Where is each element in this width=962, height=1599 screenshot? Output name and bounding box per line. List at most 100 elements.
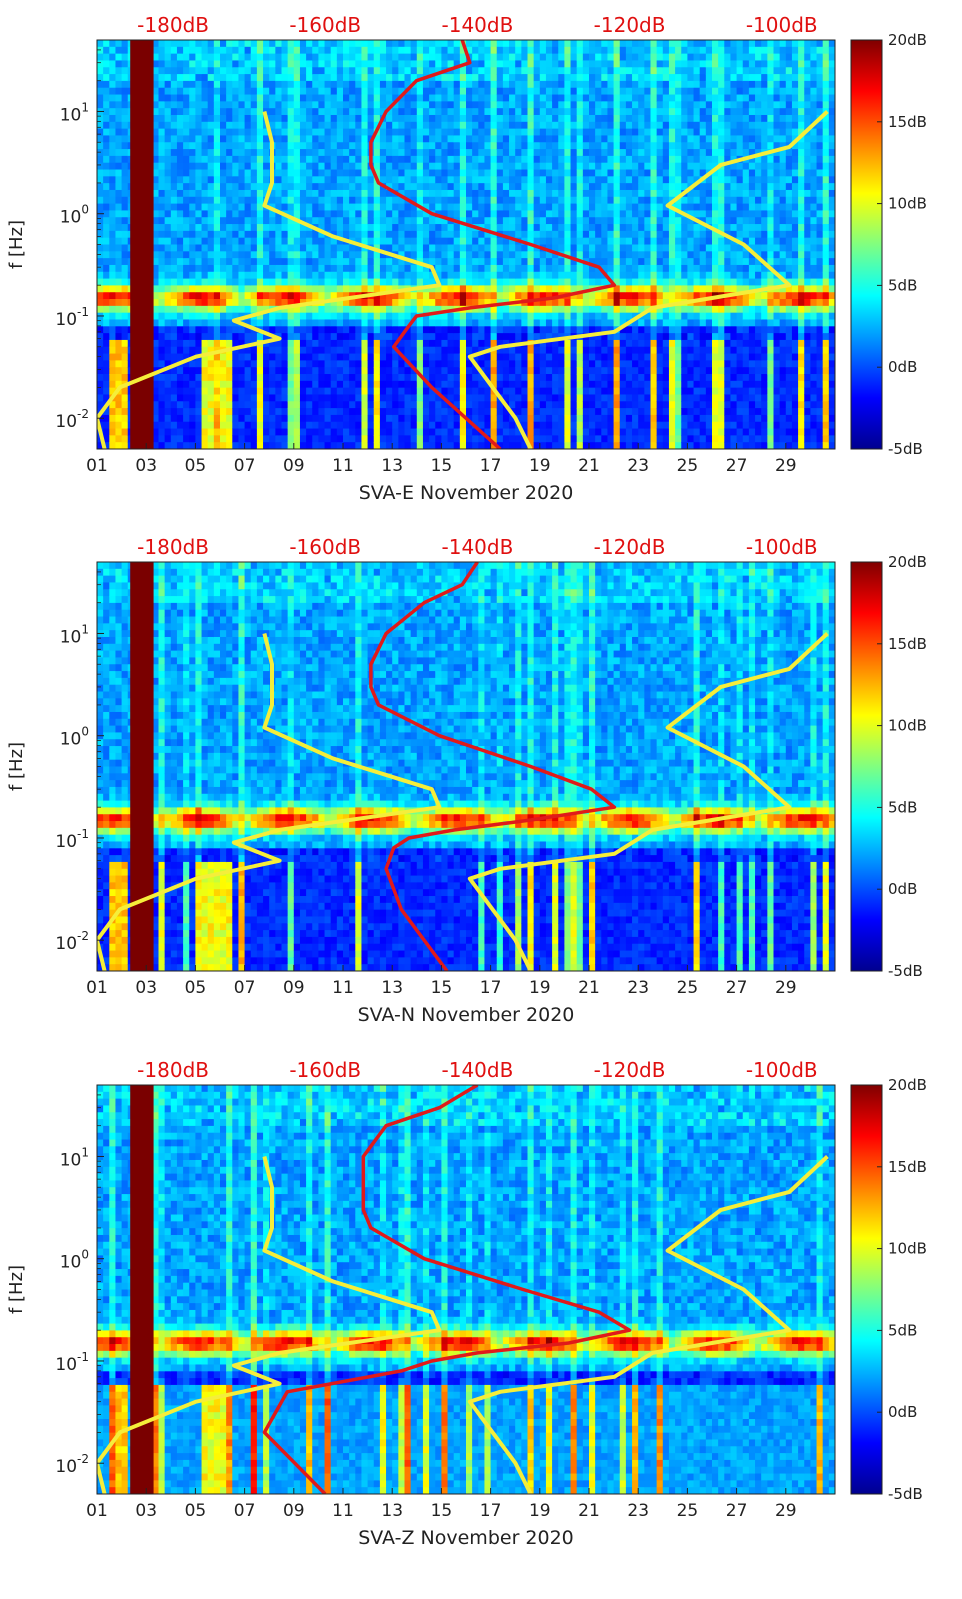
svan-x-tick-label: 11 xyxy=(332,978,354,998)
svae-x-tick-label: 21 xyxy=(578,456,600,476)
svan-top-db-label: -180dB xyxy=(137,535,209,559)
svae-x-tick-label: 01 xyxy=(86,456,108,476)
svae-yellow-curve-nhnm xyxy=(467,110,829,449)
svae-colorbar-label: 5dB xyxy=(888,276,917,294)
svae-colorbar-label: 15dB xyxy=(888,113,927,131)
svan-x-tick-label: 15 xyxy=(431,978,453,998)
svae-top-db-label: -160dB xyxy=(289,13,361,37)
svaz-x-tick-label: 15 xyxy=(431,1501,453,1521)
svaz-x-tick-label: 19 xyxy=(529,1501,551,1521)
svaz-x-tick-label: 23 xyxy=(627,1501,649,1521)
svan-x-tick-label: 21 xyxy=(578,978,600,998)
svan-x-tick-label: 13 xyxy=(381,978,403,998)
svaz-x-tick-label: 25 xyxy=(677,1501,699,1521)
svan-x-tick-label: 03 xyxy=(135,978,157,998)
svan-colorbar-label: 0dB xyxy=(888,880,917,898)
svaz-x-tick-label: 21 xyxy=(578,1501,600,1521)
svae-y-tick-label: 10-2 xyxy=(55,407,89,432)
svae-x-tick-label: 05 xyxy=(185,456,207,476)
svae-curves xyxy=(97,40,829,449)
svaz-colorbar-label: -5dB xyxy=(888,1485,923,1503)
svaz-y-tick-label: 10-2 xyxy=(55,1452,89,1477)
svan-y-axis-label: f [Hz] xyxy=(6,742,27,791)
svaz-x-tick-label: 03 xyxy=(135,1501,157,1521)
svan-top-db-label: -160dB xyxy=(289,535,361,559)
svaz-top-db-label: -180dB xyxy=(137,1058,209,1082)
svae-x-tick-label: 07 xyxy=(234,456,256,476)
svaz-curves xyxy=(97,1085,829,1494)
svaz-yellow-curve-nhnm xyxy=(467,1155,829,1494)
svaz-colorbar-label: 0dB xyxy=(888,1403,917,1421)
svae-colorbar-label: 20dB xyxy=(888,31,927,49)
svaz-red-curve xyxy=(262,1085,632,1494)
svan-y-tick-label: 10-1 xyxy=(55,827,89,852)
svaz-colorbar-label: 10dB xyxy=(888,1240,927,1258)
svaz-x-tick-label: 07 xyxy=(234,1501,256,1521)
svan-colorbar-label: -5dB xyxy=(888,962,923,980)
svan-x-tick-label: 05 xyxy=(185,978,207,998)
svan-yellow-curve-nlnm xyxy=(97,633,442,971)
svan-x-tick-label: 27 xyxy=(726,978,748,998)
svae-y-axis-label: f [Hz] xyxy=(6,220,27,269)
svae-x-tick-label: 23 xyxy=(627,456,649,476)
svan-colorbar-label: 20dB xyxy=(888,553,927,571)
svaz-yellow-curve-nlnm xyxy=(97,1156,442,1494)
svan-heatmap xyxy=(97,562,835,971)
svaz-data-gap-band xyxy=(130,1085,154,1494)
svan-x-tick-label: 23 xyxy=(627,978,649,998)
svaz-x-tick-label: 01 xyxy=(86,1501,108,1521)
svae-yellow-curve-nlnm xyxy=(97,111,442,449)
svae-x-tick-label: 29 xyxy=(775,456,797,476)
svaz-colorbar-label: 5dB xyxy=(888,1321,917,1339)
svaz-y-axis-label: f [Hz] xyxy=(6,1265,27,1314)
svaz-x-tick-label: 27 xyxy=(726,1501,748,1521)
svae-top-db-label: -100dB xyxy=(746,13,818,37)
svae-x-tick-label: 25 xyxy=(677,456,699,476)
svan-top-db-label: -120dB xyxy=(594,535,666,559)
svaz-x-tick-label: 17 xyxy=(480,1501,502,1521)
svan-yellow-curve-nhnm xyxy=(467,632,829,971)
svaz-x-tick-label: 13 xyxy=(381,1501,403,1521)
svan-y-tick-label: 10-2 xyxy=(55,929,89,954)
svae-top-db-label: -180dB xyxy=(137,13,209,37)
svae-x-tick-label: 13 xyxy=(381,456,403,476)
svae-y-tick-label: 101 xyxy=(60,100,89,125)
svaz-y-tick-label: 101 xyxy=(60,1145,89,1170)
svaz-colorbar-label: 15dB xyxy=(888,1158,927,1176)
svan-red-curve xyxy=(369,562,617,971)
svan-x-tick-label: 07 xyxy=(234,978,256,998)
svaz-y-tick-label: 100 xyxy=(60,1248,89,1273)
svae-y-tick-label: 100 xyxy=(60,203,89,228)
svae-y-tick-label: 10-1 xyxy=(55,305,89,330)
svan-y-tick-label: 100 xyxy=(60,725,89,750)
svan-colorbar-label: 15dB xyxy=(888,635,927,653)
svae-x-tick-label: 03 xyxy=(135,456,157,476)
svan-x-tick-label: 29 xyxy=(775,978,797,998)
svan-top-db-label: -100dB xyxy=(746,535,818,559)
svan-x-tick-label: 19 xyxy=(529,978,551,998)
svae-colorbar-label: 10dB xyxy=(888,195,927,213)
svaz-top-db-label: -100dB xyxy=(746,1058,818,1082)
svae-colorbar-label: 0dB xyxy=(888,358,917,376)
svae-x-axis-label: SVA-E November 2020 xyxy=(359,482,574,504)
svae-colorbar-label: -5dB xyxy=(888,440,923,458)
svaz-top-db-label: -120dB xyxy=(594,1058,666,1082)
svaz-x-tick-label: 09 xyxy=(283,1501,305,1521)
svaz-y-tick-label: 10-1 xyxy=(55,1350,89,1375)
svae-x-tick-label: 11 xyxy=(332,456,354,476)
svae-x-tick-label: 27 xyxy=(726,456,748,476)
svan-x-tick-label: 17 xyxy=(480,978,502,998)
svae-red-curve xyxy=(369,40,617,449)
svaz-top-db-label: -140dB xyxy=(442,1058,514,1082)
svaz-x-tick-label: 29 xyxy=(775,1501,797,1521)
svaz-colorbar xyxy=(850,1084,883,1495)
svaz-x-tick-label: 11 xyxy=(332,1501,354,1521)
svae-colorbar xyxy=(850,39,883,450)
svae-top-db-label: -120dB xyxy=(594,13,666,37)
svae-top-db-label: -140dB xyxy=(442,13,514,37)
svaz-x-axis-label: SVA-Z November 2020 xyxy=(358,1527,574,1549)
svan-x-tick-label: 25 xyxy=(677,978,699,998)
svae-x-tick-label: 17 xyxy=(480,456,502,476)
svan-top-db-label: -140dB xyxy=(442,535,514,559)
